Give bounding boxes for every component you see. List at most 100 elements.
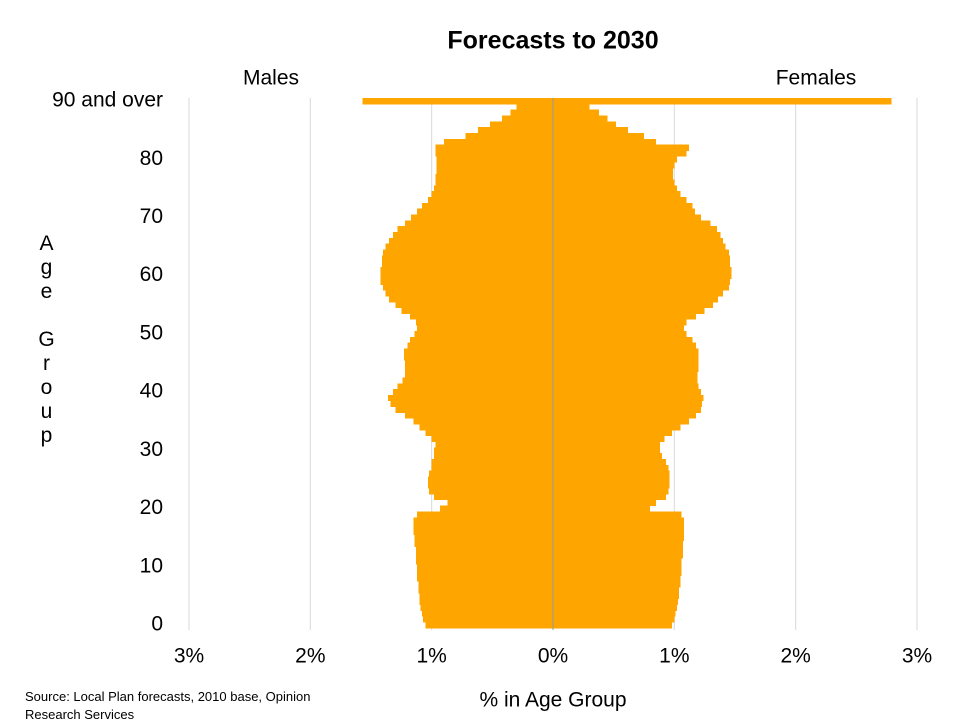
bar [417,563,553,571]
bar [417,325,553,332]
bar [553,220,711,227]
bar [402,377,553,384]
bar [385,243,553,250]
bar [553,569,682,576]
bar [434,494,553,501]
bar [553,185,677,192]
bar [429,470,553,477]
bar [553,494,666,501]
bar [553,191,681,198]
x-tick-label: 2% [780,645,810,668]
bar [553,330,687,338]
bar [395,301,553,309]
bar [381,255,553,262]
bar [553,581,681,588]
bar [465,133,553,140]
bar [429,488,553,495]
bar [553,156,677,163]
bar [390,400,553,408]
bar [553,459,666,466]
bar [553,464,669,472]
bar [436,167,553,175]
bar [395,406,553,413]
legend-entry: Males [243,67,299,90]
bar [553,232,721,239]
bar [431,435,553,442]
bar [553,587,680,594]
bar [404,371,553,378]
bar [419,598,553,606]
bar [385,290,553,297]
y-tick-label: 50 [140,321,163,344]
bar [428,482,553,489]
bar [553,115,608,122]
bar [417,575,553,582]
bar [403,354,553,361]
bar [440,505,553,512]
bar [553,272,732,279]
bar [553,121,617,128]
y-tick-label: 0 [151,613,163,636]
bar [447,499,553,507]
bar [553,319,687,326]
bar [553,144,689,151]
bar [404,365,553,373]
bar [434,185,553,192]
bar [553,383,699,390]
bar [425,429,553,437]
bar [418,587,553,594]
bar [510,109,553,116]
bar [415,552,553,559]
bar [436,162,553,169]
bar [553,511,682,518]
bar [414,540,553,547]
bar [423,616,553,623]
bar [553,592,680,600]
bar [553,226,717,233]
bar [553,552,683,559]
bar [411,214,553,221]
bar [417,208,553,215]
bar [362,98,553,105]
bar [553,499,657,507]
bar [553,342,697,349]
bar [435,179,553,186]
bar [389,237,553,245]
bar [435,144,553,151]
bar [553,418,689,425]
bar [415,319,553,326]
bar [435,150,553,157]
bar [404,220,553,227]
bar [387,395,553,402]
bar [409,313,553,320]
bar [553,167,674,175]
bar [435,441,553,448]
bar [516,103,553,111]
bar [553,261,731,268]
bar [404,412,553,419]
bar [553,98,892,105]
bar [436,156,553,163]
bar [553,336,693,344]
bar [553,447,660,454]
bar [553,377,698,384]
bar [397,383,553,390]
bar [407,342,553,349]
bar [553,354,699,361]
bar [435,173,553,180]
bar [553,133,644,140]
bar [434,453,553,460]
bar [413,528,553,536]
bar [431,191,553,198]
bar [383,284,553,291]
x-axis-label: % in Age Group [479,689,626,712]
bar [421,610,553,617]
x-tick-label: 3% [902,645,932,668]
bar [553,470,670,477]
bar [553,284,729,291]
bar [414,534,553,541]
bar [415,546,553,553]
bar [489,121,553,128]
bar [380,272,553,279]
